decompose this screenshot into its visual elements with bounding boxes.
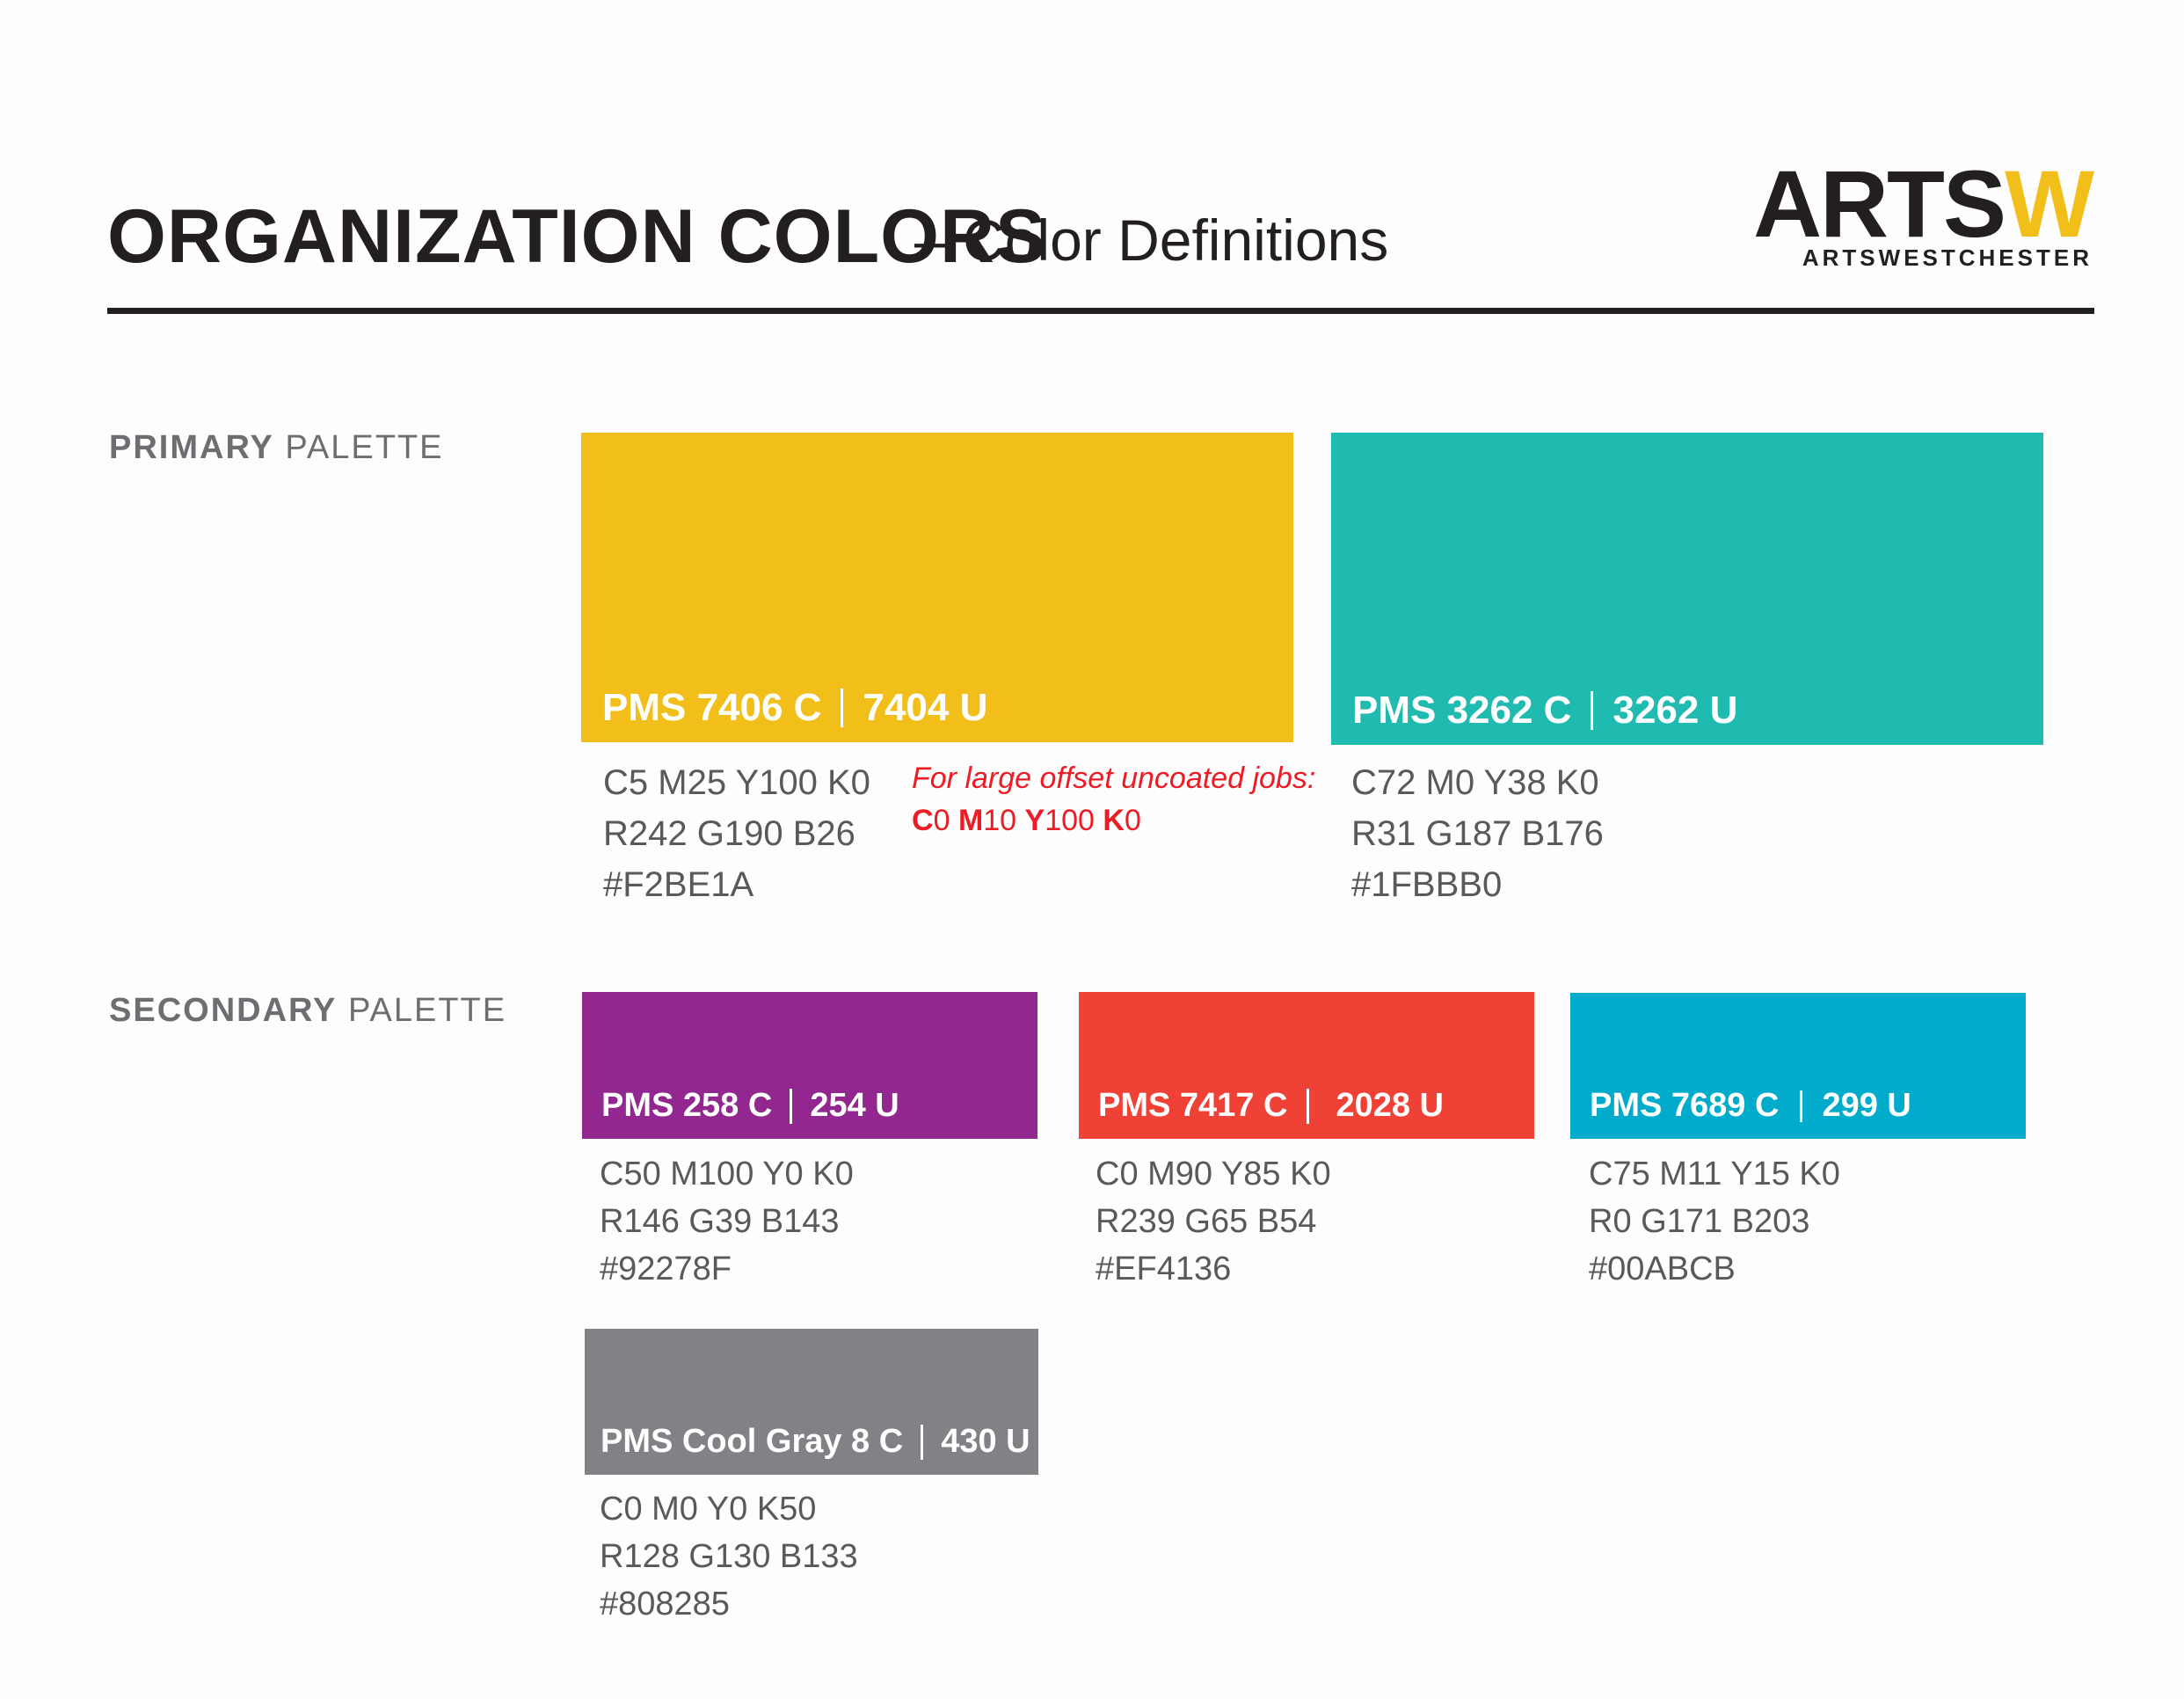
pms-uncoated: 430 U	[941, 1423, 1030, 1460]
logo-wordmark: ARTSWESTCHESTER	[1802, 244, 2093, 271]
hex-value: #1FBBB0	[1351, 865, 1503, 904]
hex-value: #EF4136	[1096, 1251, 1232, 1287]
swatch-gray-pms: PMS Cool Gray 8 C 430 U	[601, 1423, 1030, 1461]
swatch-yellow: PMS 7406 C 7404 U	[581, 433, 1293, 742]
rgb-value: R128 G130 B133	[600, 1538, 858, 1575]
logo-mark: ARTSW	[1753, 157, 2094, 252]
pms-coated: PMS 3262 C	[1352, 689, 1572, 732]
hex-value: #F2BE1A	[603, 865, 754, 904]
pms-separator	[1307, 1088, 1310, 1124]
rgb-value: R31 G187 B176	[1351, 814, 1604, 853]
cmyk-value: C50 M100 Y0 K0	[600, 1156, 854, 1192]
swatch-teal-specs: C72 M0 Y38 K0 R31 G187 B176 #1FBBB0	[1351, 765, 1604, 902]
pms-uncoated: 3262 U	[1613, 689, 1738, 732]
swatch-purple-specs: C50 M100 Y0 K0 R146 G39 B143 #92278F	[600, 1157, 854, 1286]
swatch-gray: PMS Cool Gray 8 C 430 U	[585, 1329, 1038, 1475]
uncoated-note-text: For large offset uncoated jobs:	[912, 762, 1316, 795]
swatch-cyan-pms: PMS 7689 C 299 U	[1590, 1087, 1911, 1125]
rgb-value: R242 G190 B26	[603, 814, 855, 853]
cmyk-value: C5 M25 Y100 K0	[603, 763, 870, 802]
pms-separator	[1800, 1090, 1803, 1122]
pms-coated: PMS 258 C	[601, 1087, 773, 1124]
pms-separator	[1591, 691, 1594, 730]
note-value-token: K0	[1103, 804, 1141, 837]
swatch-yellow-specs: C5 M25 Y100 K0 R242 G190 B26 #F2BE1A	[603, 765, 870, 902]
rgb-value: R146 G39 B143	[600, 1203, 840, 1240]
uncoated-note: For large offset uncoated jobs: C0 M10 Y…	[912, 763, 1315, 835]
pms-coated: PMS 7406 C	[602, 686, 822, 729]
cmyk-value: C0 M0 Y0 K50	[600, 1491, 817, 1528]
swatch-purple: PMS 258 C 254 U	[582, 992, 1037, 1139]
pms-uncoated: 299 U	[1822, 1087, 1911, 1124]
page-title: ORGANIZATION COLORS	[107, 194, 1047, 279]
note-value-token: M10	[957, 804, 1017, 837]
pms-separator	[921, 1424, 924, 1460]
cmyk-value: C72 M0 Y38 K0	[1351, 763, 1599, 802]
pms-coated: PMS Cool Gray 8 C	[601, 1423, 904, 1460]
swatch-red-specs: C0 M90 Y85 K0 R239 G65 B54 #EF4136	[1096, 1157, 1331, 1286]
logo-mark-dark: ARTS	[1753, 150, 2006, 257]
primary-label-strong: PRIMARY	[109, 429, 274, 466]
hex-value: #92278F	[600, 1251, 732, 1287]
primary-label-light: PALETTE	[285, 429, 444, 466]
pms-coated: PMS 7417 C	[1098, 1087, 1288, 1124]
pms-separator	[841, 689, 844, 727]
swatch-gray-specs: C0 M0 Y0 K50 R128 G130 B133 #808285	[600, 1492, 858, 1621]
swatch-teal-pms: PMS 3262 C 3262 U	[1352, 689, 1737, 733]
page-subtitle: – Color Definitions	[914, 208, 1389, 273]
swatch-teal: PMS 3262 C 3262 U	[1331, 433, 2043, 745]
hex-value: #808285	[600, 1586, 730, 1622]
cmyk-value: C0 M90 Y85 K0	[1096, 1156, 1331, 1192]
rgb-value: R0 G171 B203	[1589, 1203, 1810, 1240]
pms-uncoated: 254 U	[810, 1087, 899, 1124]
hex-value: #00ABCB	[1589, 1251, 1736, 1287]
pms-uncoated: 2028 U	[1336, 1087, 1444, 1124]
swatch-red: PMS 7417 C 2028 U	[1079, 992, 1534, 1139]
swatch-yellow-pms: PMS 7406 C 7404 U	[602, 686, 987, 730]
swatch-cyan-specs: C75 M11 Y15 K0 R0 G171 B203 #00ABCB	[1589, 1157, 1840, 1286]
primary-palette-heading: PRIMARY PALETTE	[109, 429, 444, 467]
swatch-red-pms: PMS 7417 C 2028 U	[1098, 1087, 1444, 1125]
swatch-cyan: PMS 7689 C 299 U	[1570, 993, 2026, 1139]
uncoated-note-values: C0 M10 Y100 K0	[912, 806, 1315, 835]
rgb-value: R239 G65 B54	[1096, 1203, 1317, 1240]
cmyk-value: C75 M11 Y15 K0	[1589, 1156, 1840, 1192]
note-value-token: C0	[912, 804, 950, 837]
logo-mark-accent: W	[2005, 150, 2094, 257]
pms-separator	[790, 1088, 793, 1124]
header-divider	[107, 308, 2094, 314]
secondary-palette-heading: SECONDARY PALETTE	[109, 992, 506, 1030]
secondary-label-light: PALETTE	[347, 992, 507, 1029]
note-value-token: Y100	[1024, 804, 1095, 837]
secondary-label-strong: SECONDARY	[109, 992, 338, 1029]
artswestchester-logo: ARTSW ARTSWESTCHESTER	[1753, 157, 2094, 280]
pms-coated: PMS 7689 C	[1590, 1087, 1780, 1124]
pms-uncoated: 7404 U	[863, 686, 988, 729]
swatch-purple-pms: PMS 258 C 254 U	[601, 1087, 899, 1125]
